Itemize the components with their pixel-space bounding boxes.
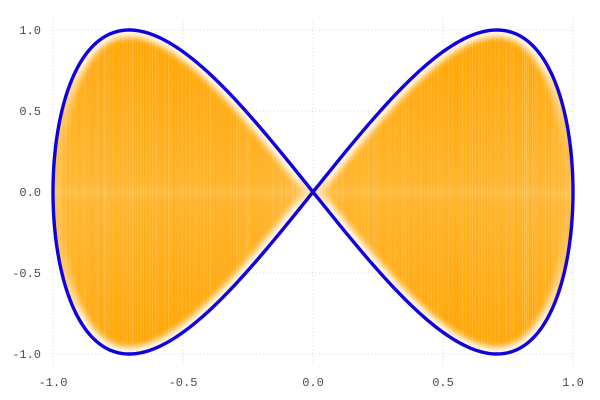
svg-text:1.0: 1.0 <box>19 24 41 38</box>
svg-text:1.0: 1.0 <box>562 376 584 390</box>
svg-text:0.5: 0.5 <box>432 376 454 390</box>
svg-text:-1.0: -1.0 <box>12 348 41 362</box>
svg-text:-1.0: -1.0 <box>39 376 68 390</box>
svg-text:0.0: 0.0 <box>19 186 41 200</box>
svg-text:-0.5: -0.5 <box>12 267 41 281</box>
svg-text:-0.5: -0.5 <box>169 376 198 390</box>
svg-text:0.0: 0.0 <box>302 376 324 390</box>
svg-text:0.5: 0.5 <box>19 105 41 119</box>
